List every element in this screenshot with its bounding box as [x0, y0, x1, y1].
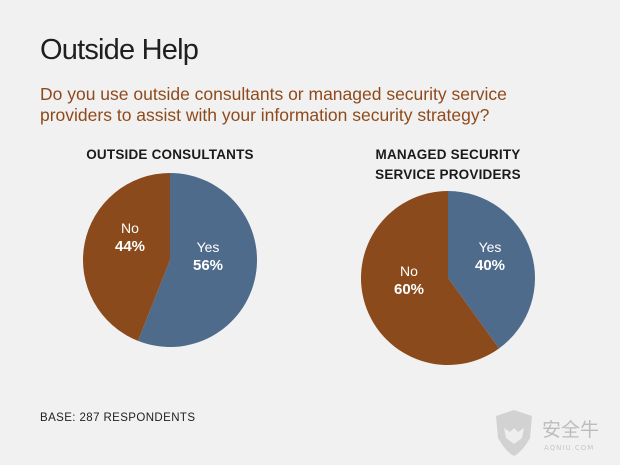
watermark-subtext: AQNIU.COM	[544, 444, 594, 452]
slice-value-label: 44%	[115, 238, 145, 255]
watermark-logo: 安全牛 AQNIU.COM	[496, 410, 599, 456]
pie-slice-yes	[448, 191, 536, 349]
slice-value-label: 60%	[394, 281, 424, 298]
slice-label: No	[400, 263, 418, 279]
watermark-text: 安全牛	[542, 419, 599, 441]
chart-title-line: MANAGED SECURITY	[375, 147, 521, 162]
chart-title-line: SERVICE PROVIDERS	[375, 167, 521, 182]
slice-value-label: 56%	[193, 257, 223, 274]
slice-value-label: 40%	[475, 257, 505, 274]
base-respondents-note: BASE: 287 RESPONDENTS	[40, 412, 196, 424]
slice-label: Yes	[479, 239, 502, 255]
shield-icon	[496, 410, 532, 456]
page-title: Outside Help	[40, 34, 199, 66]
pie-slice-no	[361, 191, 500, 366]
chart-title-line: OUTSIDE CONSULTANTS	[86, 147, 254, 162]
survey-question: Do you use outside consultants or manage…	[40, 84, 507, 125]
chart-title-outside-consultants: OUTSIDE CONSULTANTS	[60, 145, 280, 165]
pie-slice-no	[82, 173, 170, 341]
slice-label: Yes	[197, 239, 220, 255]
slice-label: No	[121, 220, 139, 236]
chart-title-managed-security: MANAGED SECURITY SERVICE PROVIDERS	[338, 145, 558, 185]
pie-slice-yes	[137, 173, 257, 347]
